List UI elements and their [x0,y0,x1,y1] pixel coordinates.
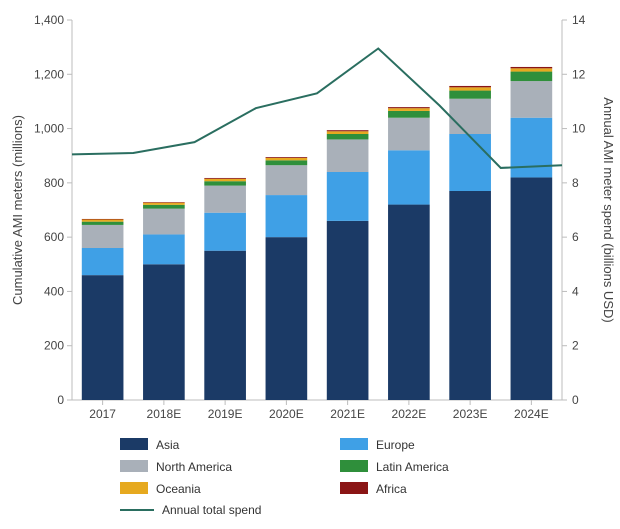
bar-north_america [449,99,491,134]
y-right-tick: 8 [572,176,579,190]
bar-latin_america [511,72,553,82]
bar-europe [388,150,430,204]
y-left-tick: 600 [44,230,64,244]
legend-label-oceania: Oceania [156,482,201,496]
bar-oceania [327,131,369,134]
bar-europe [511,118,553,178]
y-left-tick: 1,200 [34,67,64,81]
bar-africa [143,202,185,203]
y-right-tick: 4 [572,284,579,298]
x-tick-label: 2019E [208,407,243,421]
x-tick-label: 2022E [392,407,427,421]
bar-north_america [82,225,124,248]
bar-europe [449,134,491,191]
bar-europe [143,234,185,264]
legend-label-africa: Africa [376,482,407,496]
y-right-tick: 14 [572,13,586,27]
legend-swatch-europe [340,438,368,450]
x-tick-label: 2018E [147,407,182,421]
bar-north_america [204,186,246,213]
bar-latin_america [82,222,124,225]
legend-swatch-oceania [120,482,148,494]
chart-container: 0 200 400 600 800 1,000 1,200 1,400 0 2 4 6 8 10 12 14 2… [0,0,620,529]
bar-africa [511,67,553,68]
bar-asia [143,264,185,400]
y-right-tick: 0 [572,393,579,407]
y-right-tick: 6 [572,230,579,244]
x-tick-label: 2023E [453,407,488,421]
bar-north_america [266,165,308,195]
bar-latin_america [266,160,308,165]
bar-latin_america [388,111,430,118]
legend-swatch-latin_america [340,460,368,472]
bar-asia [511,177,553,400]
bar-africa [82,219,124,220]
x-tick-label: 2020E [269,407,304,421]
bar-asia [449,191,491,400]
bar-oceania [143,203,185,205]
legend-swatch-asia [120,438,148,450]
bar-oceania [449,87,491,90]
y-left-axis-title: Cumulative AMI meters (millions) [10,115,25,305]
y-left-tick: 1,000 [34,122,64,136]
y-left-tick: 1,400 [34,13,64,27]
y-left-tick: 800 [44,176,64,190]
legend-swatch-north_america [120,460,148,472]
legend-label-latin_america: Latin America [376,460,449,474]
legend-label-annual-total-spend: Annual total spend [162,503,261,517]
legend-label-north_america: North America [156,460,232,474]
x-tick-label: 2021E [330,407,365,421]
y-left-tick: 0 [57,393,64,407]
bar-africa [204,178,246,179]
bar-latin_america [204,181,246,185]
bar-north_america [327,139,369,172]
bar-asia [266,237,308,400]
bar-north_america [388,118,430,151]
legend-label-asia: Asia [156,438,180,452]
bar-europe [82,248,124,275]
bar-europe [327,172,369,221]
bar-oceania [204,179,246,181]
bar-asia [327,221,369,400]
bar-north_america [511,81,553,118]
chart-svg: 0 200 400 600 800 1,000 1,200 1,400 0 2 4 6 8 10 12 14 2… [0,0,620,529]
legend-label-europe: Europe [376,438,415,452]
x-tick-label: 2017 [89,407,116,421]
y-left-tick: 200 [44,339,64,353]
bar-oceania [266,158,308,160]
y-right-tick: 2 [572,339,579,353]
bar-asia [388,205,430,400]
bar-latin_america [327,134,369,139]
x-tick-label: 2024E [514,407,549,421]
y-right-tick: 12 [572,67,586,81]
bar-latin_america [143,205,185,209]
bar-oceania [388,108,430,111]
y-right-axis-title: Annual AMI meter spend (billions USD) [601,97,616,322]
bar-asia [204,251,246,400]
bar-africa [327,130,369,131]
bar-asia [82,275,124,400]
bar-europe [266,195,308,237]
y-left-tick: 400 [44,284,64,298]
y-right-tick: 10 [572,122,586,136]
bar-oceania [511,68,553,71]
bar-africa [266,157,308,158]
bar-africa [388,107,430,108]
bar-latin_america [449,91,491,99]
bar-oceania [82,220,124,222]
bar-north_america [143,209,185,235]
legend-swatch-africa [340,482,368,494]
bar-africa [449,86,491,87]
bar-europe [204,213,246,251]
